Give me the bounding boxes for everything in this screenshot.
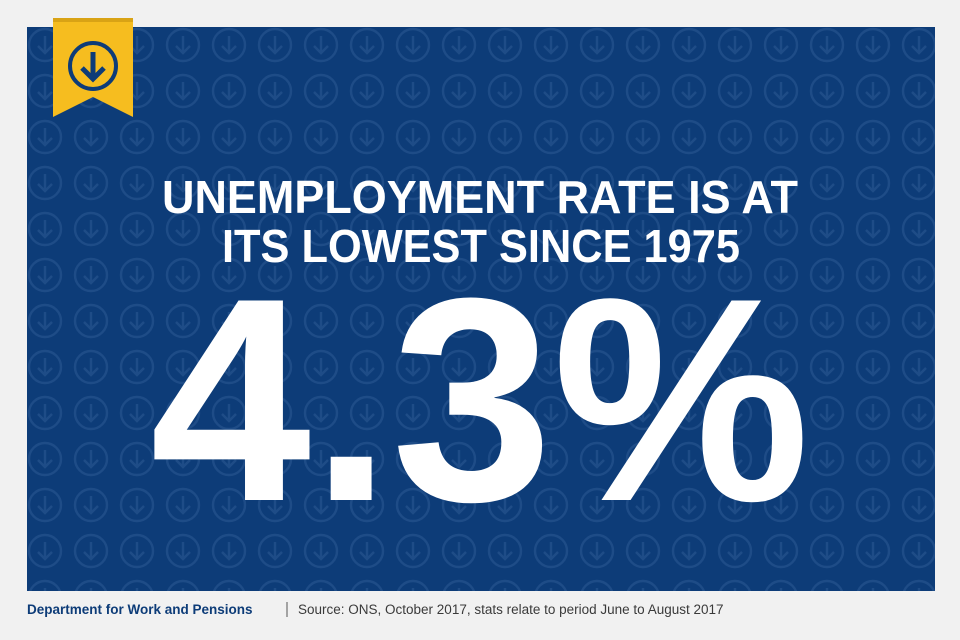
stat-value: 4.3%	[150, 238, 810, 562]
ribbon	[53, 18, 133, 117]
footer-source: Source: ONS, October 2017, stats relate …	[298, 602, 724, 617]
arrow-pattern	[27, 27, 935, 591]
headline-line: UNEMPLOYMENT RATE IS AT	[162, 171, 798, 223]
footer-organisation: Department for Work and Pensions	[27, 602, 253, 617]
headline-line: ITS LOWEST SINCE 1975	[222, 220, 740, 272]
